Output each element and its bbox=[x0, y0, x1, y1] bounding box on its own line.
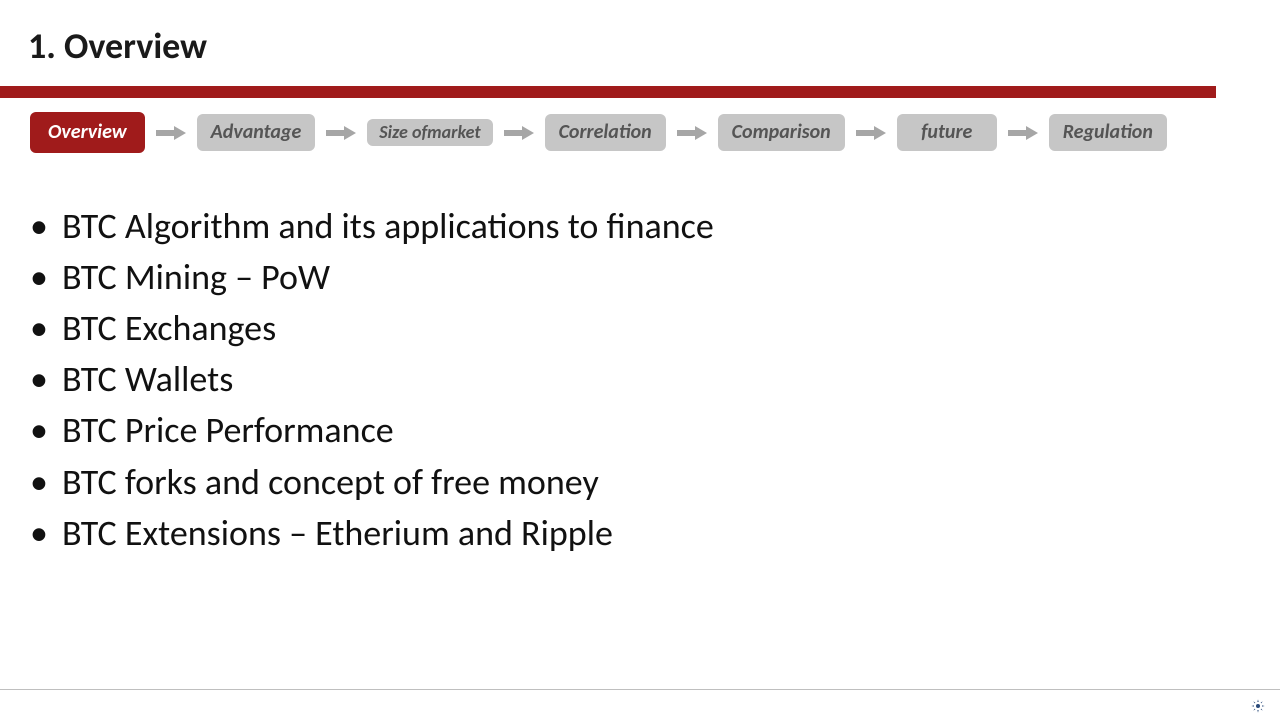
nav-chip-advantage[interactable]: Advantage bbox=[197, 114, 316, 151]
arrow-right-icon bbox=[325, 124, 357, 142]
footer-divider bbox=[0, 689, 1280, 690]
slide-title: 1. Overview bbox=[0, 0, 1280, 68]
bullet-item: BTC Extensions – Etherium and Ripple bbox=[30, 508, 1280, 559]
bullet-item: BTC Wallets bbox=[30, 354, 1280, 405]
bullet-item: BTC Exchanges bbox=[30, 303, 1280, 354]
bullet-item: BTC forks and concept of free money bbox=[30, 457, 1280, 508]
nav-chip-regulation[interactable]: Regulation bbox=[1049, 114, 1167, 151]
arrow-right-icon bbox=[855, 124, 887, 142]
bullet-item: BTC Price Performance bbox=[30, 405, 1280, 456]
footer-logo-icon bbox=[1250, 698, 1266, 714]
nav-chip-comparison[interactable]: Comparison bbox=[718, 114, 845, 151]
bullet-list: BTC Algorithm and its applications to fi… bbox=[0, 153, 1280, 559]
arrow-right-icon bbox=[676, 124, 708, 142]
nav-chip-future[interactable]: future bbox=[897, 114, 997, 151]
accent-bar bbox=[0, 86, 1216, 98]
nav-chip-overview[interactable]: Overview bbox=[30, 112, 145, 153]
arrow-right-icon bbox=[503, 124, 535, 142]
arrow-right-icon bbox=[1007, 124, 1039, 142]
bullet-item: BTC Algorithm and its applications to fi… bbox=[30, 201, 1280, 252]
nav-chip-size-of-market[interactable]: Size ofmarket bbox=[367, 119, 492, 146]
nav-chip-correlation[interactable]: Correlation bbox=[545, 114, 666, 151]
arrow-right-icon bbox=[155, 124, 187, 142]
nav-flow: Overview Advantage Size ofmarket Correlatio… bbox=[0, 98, 1280, 153]
bullet-item: BTC Mining – PoW bbox=[30, 252, 1280, 303]
